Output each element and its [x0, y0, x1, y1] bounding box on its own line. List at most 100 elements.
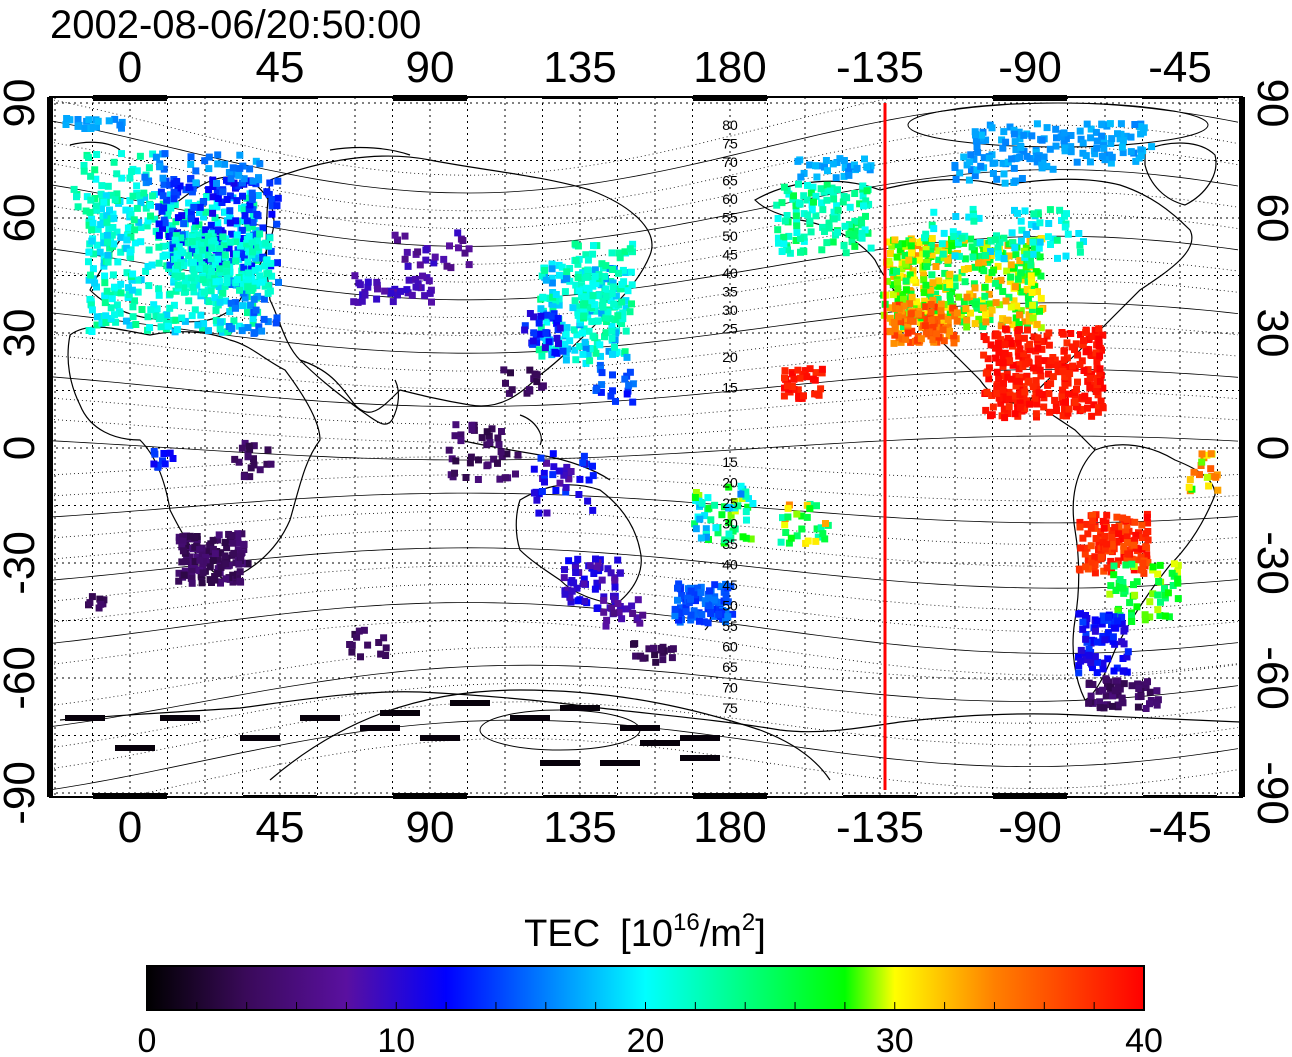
- tec-dot: [246, 445, 254, 453]
- tec-dot: [619, 266, 627, 274]
- tec-dot: [650, 644, 657, 652]
- tec-dot: [1208, 472, 1216, 480]
- tec-dot: [1121, 625, 1129, 633]
- tec-dot: [1033, 158, 1041, 166]
- tec-dot: [722, 618, 729, 626]
- tec-dot: [209, 209, 217, 217]
- tec-dot: [729, 610, 737, 618]
- tec-dot: [178, 543, 186, 551]
- tec-dot: [1045, 329, 1053, 337]
- tec-dot: [702, 533, 710, 541]
- tec-dot: [153, 305, 161, 313]
- tec-dot: [1020, 147, 1028, 155]
- tec-dot: [721, 536, 729, 544]
- tec-dot: [972, 137, 980, 145]
- tec-dot: [913, 298, 921, 306]
- tec-dot: [987, 341, 995, 349]
- tec-dot: [1153, 701, 1161, 709]
- tec-dot: [73, 193, 80, 201]
- tec-dot: [232, 250, 240, 258]
- tec-dot: [221, 251, 229, 259]
- tec-dot: [1096, 352, 1104, 360]
- tec-dot: [245, 269, 253, 277]
- tec-dot: [602, 329, 610, 337]
- contour-label: 55: [722, 210, 738, 226]
- tec-dot: [889, 291, 897, 299]
- tec-dot: [602, 314, 610, 322]
- tec-dot: [692, 489, 700, 496]
- tec-dot: [129, 313, 137, 321]
- tec-dot: [609, 371, 616, 379]
- tec-dot: [1025, 377, 1033, 385]
- tec-dot: [979, 304, 987, 312]
- tec-dot: [186, 532, 194, 540]
- tec-dot: [579, 269, 587, 277]
- tec-dot: [552, 291, 560, 298]
- tec-dot: [252, 306, 260, 314]
- tec-dot: [157, 323, 165, 331]
- colorbar-tick-label: 40: [1125, 1022, 1163, 1057]
- tec-dot: [529, 337, 537, 345]
- tec-dot: [1093, 357, 1101, 365]
- tec-dot: [860, 202, 867, 210]
- tec-dot: [1028, 132, 1036, 140]
- tec-dot: [601, 333, 608, 341]
- tec-dot: [549, 450, 557, 458]
- tec-dot: [1011, 392, 1019, 400]
- tec-dot: [988, 392, 996, 399]
- tec-dot: [1002, 297, 1010, 305]
- tec-dot: [168, 222, 176, 230]
- tec-dot: [846, 203, 854, 211]
- tec-dot: [188, 312, 196, 320]
- tec-dot: [597, 388, 605, 396]
- tec-dot: [615, 249, 623, 257]
- tec-dot: [616, 569, 624, 577]
- tec-dot: [1025, 317, 1033, 325]
- tec-dot: [928, 251, 936, 259]
- tec-dot: [1154, 591, 1162, 599]
- tec-dot: [192, 217, 200, 225]
- tec-dot: [1084, 530, 1092, 538]
- tec-dot: [211, 550, 219, 558]
- tec-dot: [93, 151, 101, 158]
- tec-dot: [213, 179, 220, 187]
- tec-dot: [682, 604, 690, 612]
- tec-dot: [1062, 252, 1070, 260]
- tec-dot: [226, 192, 234, 200]
- tec-dot: [710, 612, 718, 620]
- tec-dot: [834, 186, 841, 194]
- tec-dot: [240, 540, 248, 548]
- tec-dot: [530, 329, 538, 337]
- tec-dot: [193, 281, 201, 289]
- tec-dot: [801, 367, 809, 375]
- tec-dot: [822, 157, 830, 164]
- tec-dot: [1149, 590, 1157, 598]
- tec-dot: [230, 179, 238, 187]
- tec-dot: [1007, 261, 1015, 269]
- tec-dot: [1045, 361, 1053, 369]
- tec-dot: [354, 298, 362, 306]
- tec-dot: [213, 199, 221, 207]
- tec-bar: [300, 715, 340, 721]
- tec-dot: [234, 533, 242, 541]
- tec-dot: [927, 332, 935, 340]
- tec-dot: [475, 456, 482, 464]
- tec-dot: [1049, 165, 1057, 173]
- tec-dot: [1025, 359, 1033, 367]
- tec-dot: [955, 293, 963, 301]
- tec-dot: [895, 305, 903, 313]
- tec-dot: [572, 564, 579, 572]
- tec-dot: [612, 397, 619, 405]
- tec-dot: [1089, 511, 1096, 519]
- tec-dot: [123, 269, 131, 277]
- lat-tick-label-left: 90: [0, 79, 44, 128]
- tec-dot: [244, 452, 252, 460]
- tec-dot: [846, 221, 853, 229]
- tec-dot: [602, 622, 610, 630]
- tec-dot: [830, 195, 838, 203]
- tec-dot: [101, 299, 109, 307]
- tec-dot: [164, 211, 172, 219]
- tec-dot: [1130, 541, 1138, 549]
- tec-dot: [883, 277, 891, 285]
- tec-dot: [1090, 401, 1098, 409]
